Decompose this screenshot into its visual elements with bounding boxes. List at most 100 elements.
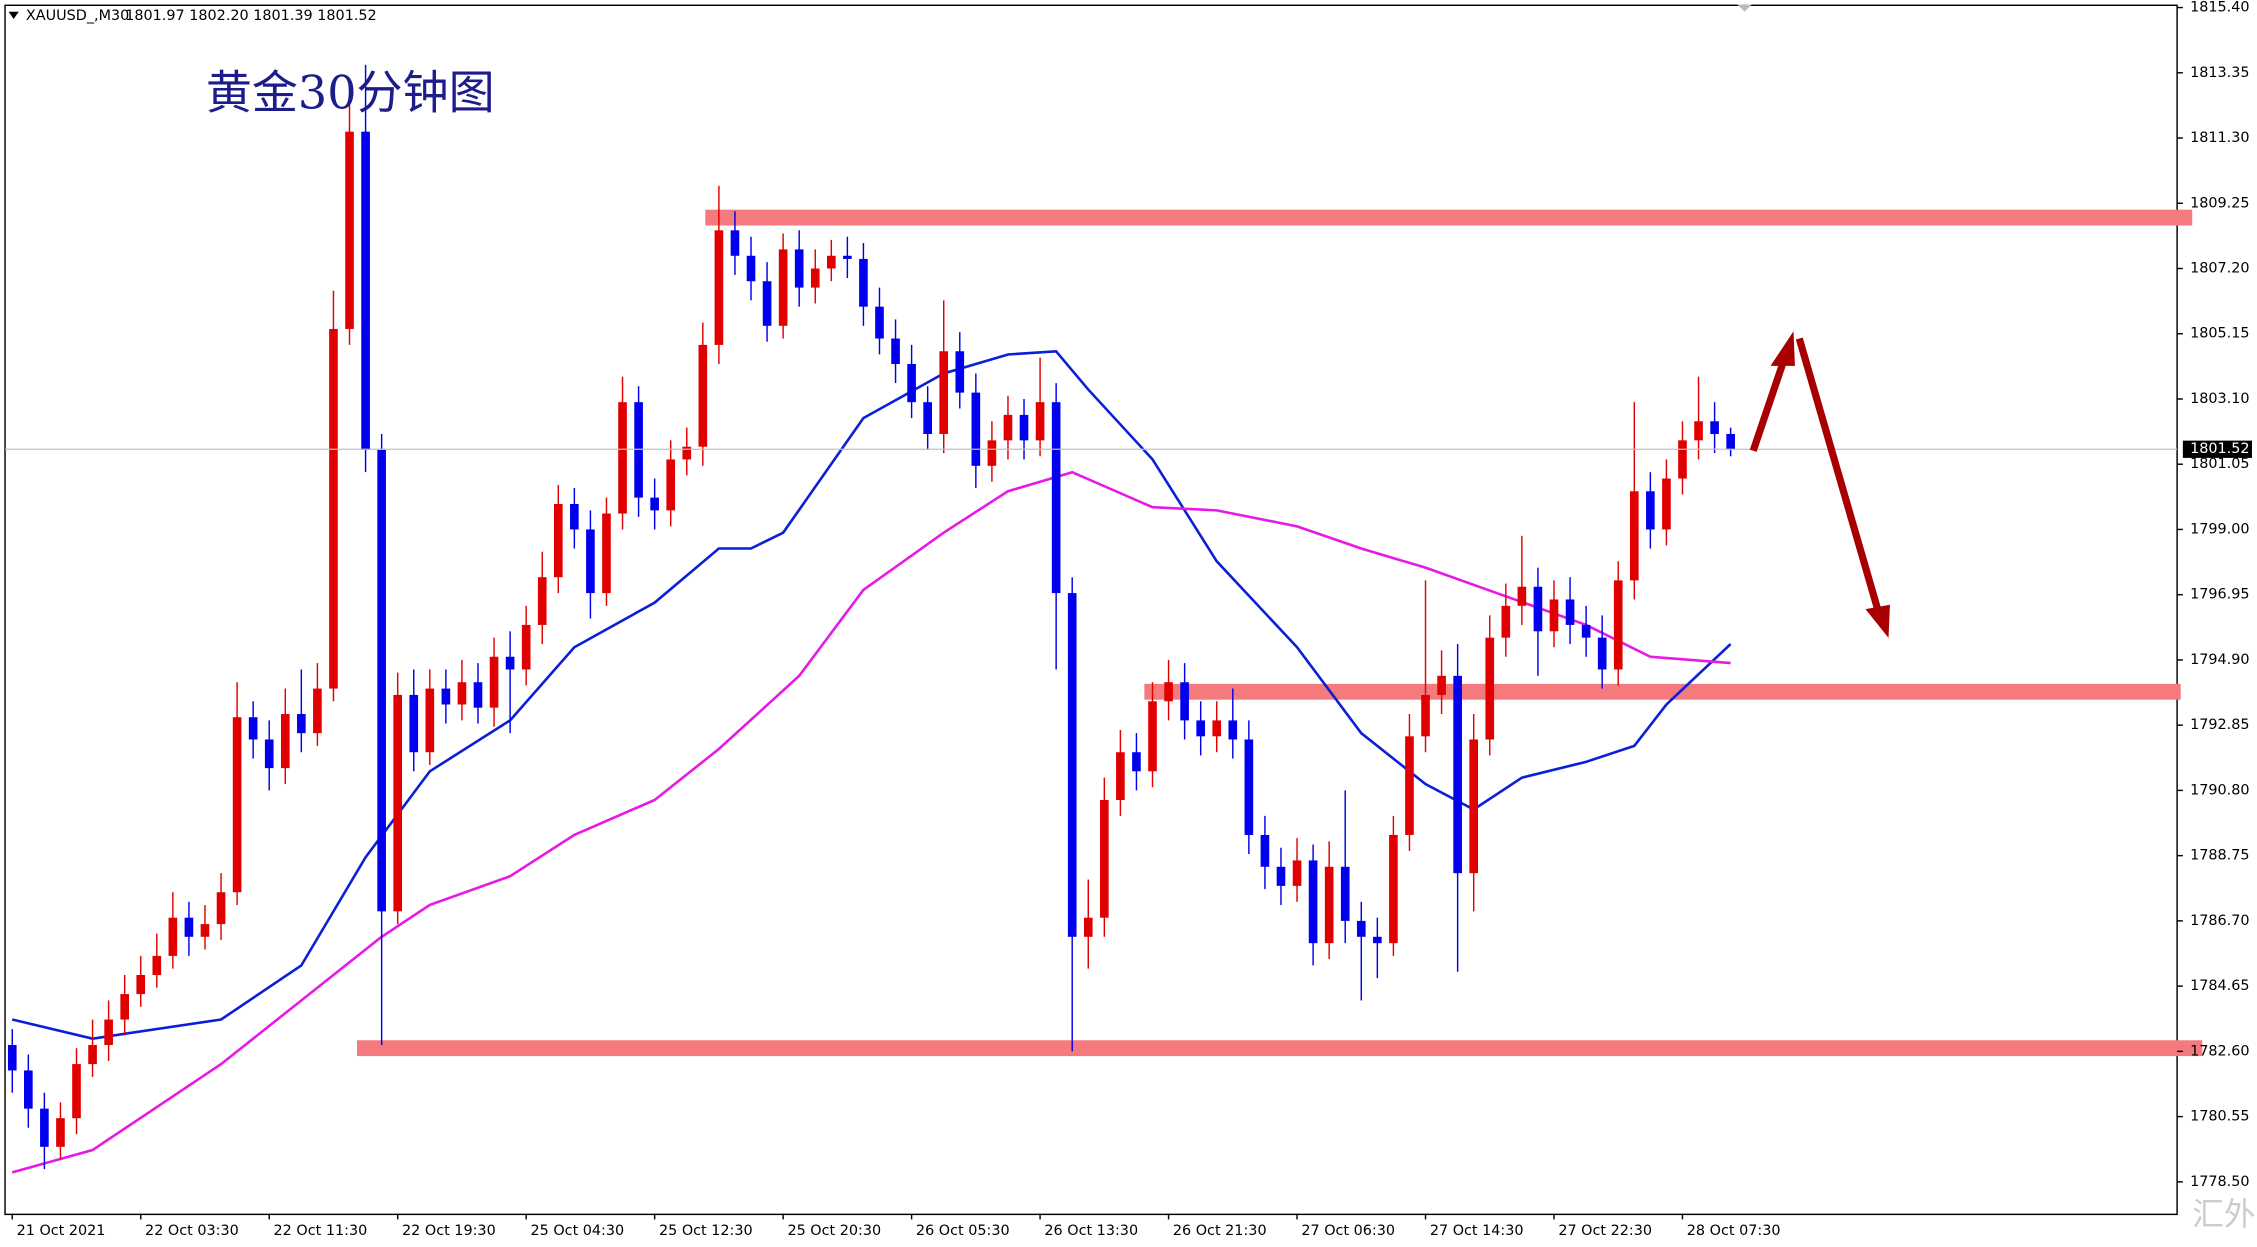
candle-body [1164,682,1173,702]
candle-body [586,529,595,594]
candle-body [875,306,884,339]
candle-body [826,255,836,269]
candle-body [1710,421,1719,434]
ohlc-info: 1801.97 1802.20 1801.39 1801.52 [125,8,376,24]
candle-body [1581,624,1591,638]
candle-body [1501,605,1511,638]
candle-body [168,917,178,956]
candle-body [1726,433,1735,450]
candle-body [1083,917,1093,937]
candle-body [1148,701,1157,772]
candle-body [1324,866,1334,944]
candle-body [891,338,900,364]
candle-body [1003,414,1013,441]
x-tick-label: 27 Oct 06:30 [1301,1223,1395,1239]
candle-body [200,924,210,937]
arrow-shaft [1749,356,1789,452]
candle-body [1228,720,1238,740]
candle-body [1292,860,1302,886]
candle-body [730,230,740,256]
level-zone [1144,683,2181,700]
y-tick-label: 1792.85 [2190,717,2249,733]
candle-body [1051,402,1061,594]
candle-body [248,717,258,740]
x-tick-label: 25 Oct 04:30 [530,1223,624,1239]
candle-body [7,1044,17,1071]
x-tick-label: 22 Oct 11:30 [274,1223,368,1239]
y-tick-label: 1807.20 [2190,261,2249,277]
x-tick-label: 26 Oct 13:30 [1044,1223,1138,1239]
arrow-head [1770,331,1795,366]
candle-body [40,1108,49,1147]
candle-body [1276,866,1286,886]
candle-body [361,131,370,450]
moving-average [11,470,1731,1174]
candle-body [184,917,194,937]
candle-body [537,577,547,625]
candle-body [1549,599,1559,632]
candle-body [264,739,274,769]
x-tick-label: 26 Oct 21:30 [1173,1223,1267,1239]
candle-body [1308,860,1318,944]
candle-body [1260,834,1270,867]
candle-body [329,328,338,689]
y-tick-label: 1788.75 [2190,848,2249,864]
candle-body [1389,834,1398,944]
candle-body [1533,586,1543,632]
level-zone [705,209,2193,226]
y-tick-label: 1796.95 [2190,587,2249,603]
candle-body [1067,593,1077,937]
arrow-up [1749,331,1795,452]
candle-body [393,694,403,912]
candle-body [1469,739,1479,874]
candle-body [1373,936,1382,944]
candle-body [345,131,354,329]
candle-body [907,363,916,403]
candle-body [794,249,804,288]
candle-body [313,688,322,734]
plot-frame [4,4,2178,1216]
candle-body [1613,580,1623,670]
candle-body [1565,599,1575,625]
symbol: XAUUSD_,M30 [26,8,129,24]
candle-body [843,255,852,259]
x-tick-label: 28 Oct 07:30 [1687,1223,1781,1239]
candle-body [762,281,772,326]
candle-body [56,1118,65,1147]
candle-body [698,344,708,447]
candle-body [666,459,676,511]
x-tick-label: 21 Oct 2021 [17,1223,106,1239]
y-tick-label: 1786.70 [2190,913,2249,929]
candle-body [1132,752,1141,772]
candle-body [1196,720,1206,737]
candle-body [1035,402,1045,441]
candle-body [1517,586,1527,606]
level-zone [356,1040,2203,1057]
x-tick-label: 25 Oct 12:30 [659,1223,753,1239]
candle-body [570,503,579,530]
candle-body [505,656,515,670]
candle-body [810,268,820,288]
candle-body [409,694,419,753]
candle-body [1629,491,1639,581]
candle-body [297,714,306,734]
candle-body [425,688,435,753]
candle-body [24,1070,33,1109]
candle-body [1100,799,1109,918]
candle-body [955,351,965,393]
candles [7,64,1735,1170]
candle-body [682,446,692,460]
candle-body [618,402,627,514]
y-tick-label: 1778.50 [2190,1174,2249,1190]
shift-marker [1737,4,1752,12]
x-tick-label: 22 Oct 03:30 [145,1223,239,1239]
current-price-label: 1801.52 [2190,441,2249,457]
candle-body [1678,440,1687,479]
candle-body [1405,736,1414,835]
y-tick-label: 1799.00 [2190,521,2249,537]
candle-body [457,682,467,705]
candle-body [1485,637,1495,740]
candle-body [136,974,146,995]
